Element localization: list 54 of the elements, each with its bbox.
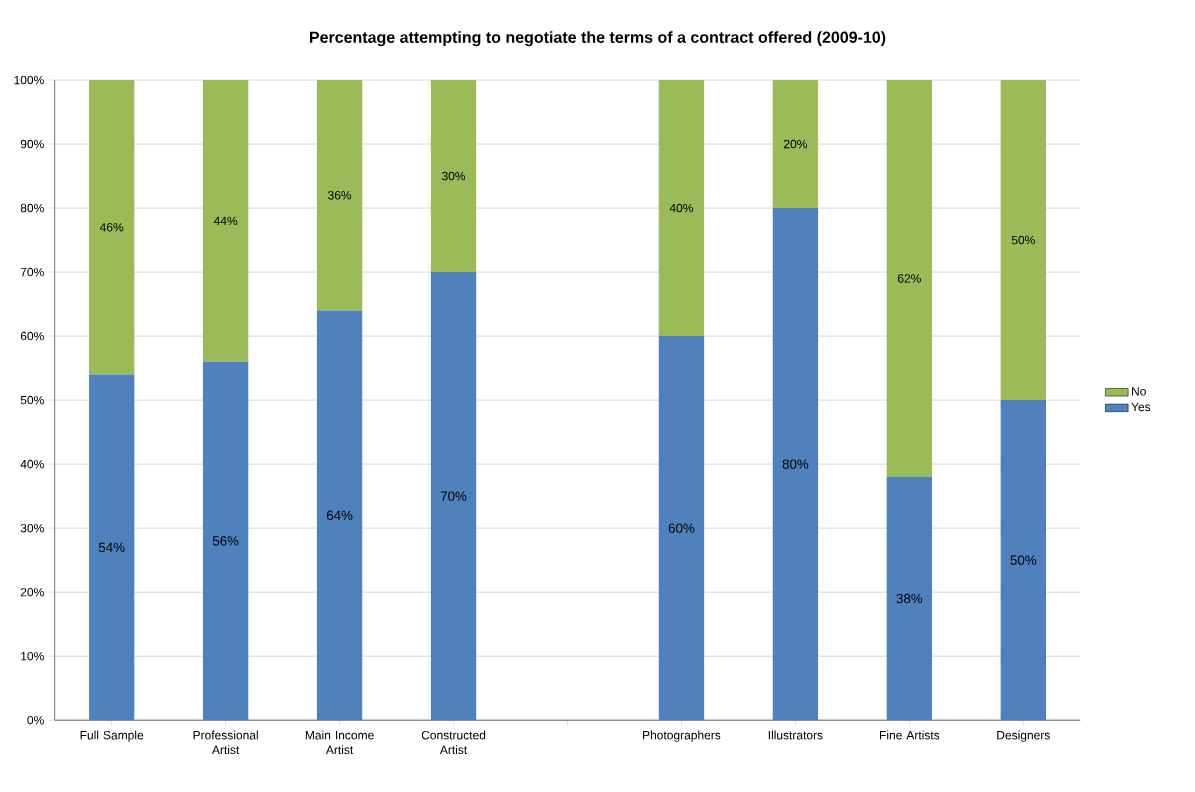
data-label: 40% <box>669 203 694 213</box>
data-label: 38% <box>896 593 923 604</box>
data-label: 50% <box>1011 235 1035 245</box>
y-tick-label: 70% <box>20 267 44 277</box>
data-label: 46% <box>99 222 124 232</box>
bar <box>772 79 819 208</box>
bar <box>88 79 135 375</box>
bar <box>316 310 363 721</box>
bar <box>772 207 819 721</box>
bar <box>1000 400 1046 721</box>
data-label: 64% <box>326 510 353 520</box>
bar <box>430 79 477 272</box>
y-tick-label: 50% <box>20 395 44 405</box>
data-label: 36% <box>328 190 352 200</box>
y-tick-label: 30% <box>20 523 44 533</box>
bar <box>316 79 363 311</box>
data-label: 60% <box>668 523 695 533</box>
data-label: 56% <box>212 536 239 546</box>
y-tick-label: 10% <box>21 651 44 661</box>
x-tick-label: Photographers <box>643 730 721 742</box>
y-tick-label: 0% <box>27 715 44 725</box>
data-label: 30% <box>441 171 466 181</box>
x-tick-label: Illustrators <box>768 730 823 740</box>
x-tick-label: Designers <box>997 730 1050 742</box>
y-tick-label: 60% <box>20 331 44 341</box>
legend-label: No <box>1132 387 1146 396</box>
bar <box>430 271 477 721</box>
y-tick-label: 20% <box>20 587 44 597</box>
bar <box>658 79 705 336</box>
bar <box>886 476 933 721</box>
data-label: 20% <box>784 139 807 149</box>
chart-title: Percentage attempting to negotiate the terms of a contract offered (2009-10) <box>309 31 886 47</box>
x-tick-label: Fine Artists <box>880 730 940 740</box>
x-tick-label: Professional Artist <box>193 730 258 754</box>
x-tick-label: Constructed Artist <box>421 730 486 754</box>
y-tick-label: 100% <box>14 75 44 85</box>
bar <box>202 79 249 362</box>
bar <box>658 335 705 721</box>
data-label: 54% <box>98 542 125 552</box>
data-label: 80% <box>782 459 809 469</box>
data-label: 44% <box>213 216 238 225</box>
y-tick-label: 40% <box>20 459 44 469</box>
bar <box>88 374 135 721</box>
y-tick-label: 80% <box>20 203 44 213</box>
x-tick-label: Main Income Artist <box>305 730 374 754</box>
data-label: 62% <box>897 274 921 283</box>
data-label: 50% <box>1010 555 1037 565</box>
bar <box>886 79 933 477</box>
bar <box>202 361 249 721</box>
legend-label: Yes <box>1131 402 1151 412</box>
bar <box>1000 79 1046 400</box>
data-label: 70% <box>440 491 467 501</box>
y-tick-label: 90% <box>20 139 44 149</box>
x-tick-label: Full Sample <box>80 730 144 742</box>
